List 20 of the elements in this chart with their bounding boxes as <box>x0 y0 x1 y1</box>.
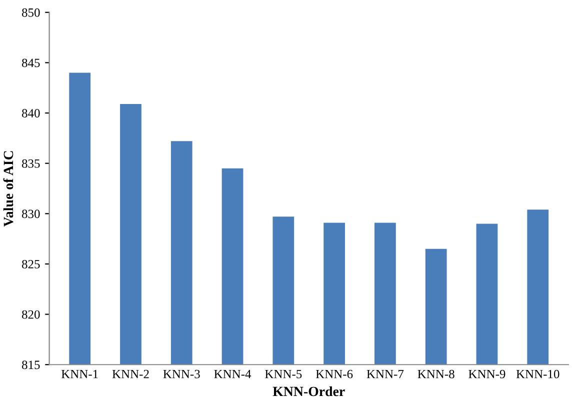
x-tick-label: KNN-10 <box>516 370 560 378</box>
y-tick-label: 825 <box>22 260 40 268</box>
y-tick-label: 845 <box>22 58 40 68</box>
x-tick-label: KNN-8 <box>418 370 454 378</box>
x-tick-label: KNN-1 <box>61 370 98 378</box>
y-tick-label: 815 <box>22 360 40 370</box>
x-axis-title: KNN-Order <box>272 386 345 396</box>
x-tick-label: KNN-5 <box>265 370 302 378</box>
x-tick-label: KNN-7 <box>366 370 404 378</box>
x-tick-label: KNN-2 <box>112 370 149 378</box>
x-tick-label: KNN-9 <box>468 370 506 378</box>
y-tick-label: 820 <box>22 310 40 319</box>
y-axis-title: Value of AIC <box>3 151 14 227</box>
x-tick-label: KNN-6 <box>316 370 353 378</box>
x-tick-label: KNN-3 <box>163 370 200 378</box>
x-tick-label: KNN-4 <box>214 370 252 378</box>
y-tick-label: 830 <box>22 210 40 218</box>
y-tick-label: 840 <box>22 109 40 118</box>
y-tick-label: 835 <box>22 159 40 168</box>
y-tick-label: 850 <box>22 8 40 17</box>
